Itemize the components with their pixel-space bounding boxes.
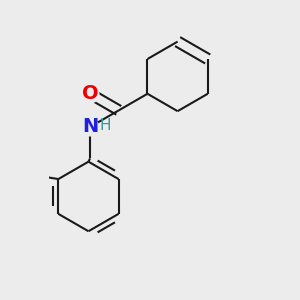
Text: N: N bbox=[82, 117, 98, 136]
Text: O: O bbox=[82, 84, 98, 103]
Text: H: H bbox=[99, 118, 111, 133]
